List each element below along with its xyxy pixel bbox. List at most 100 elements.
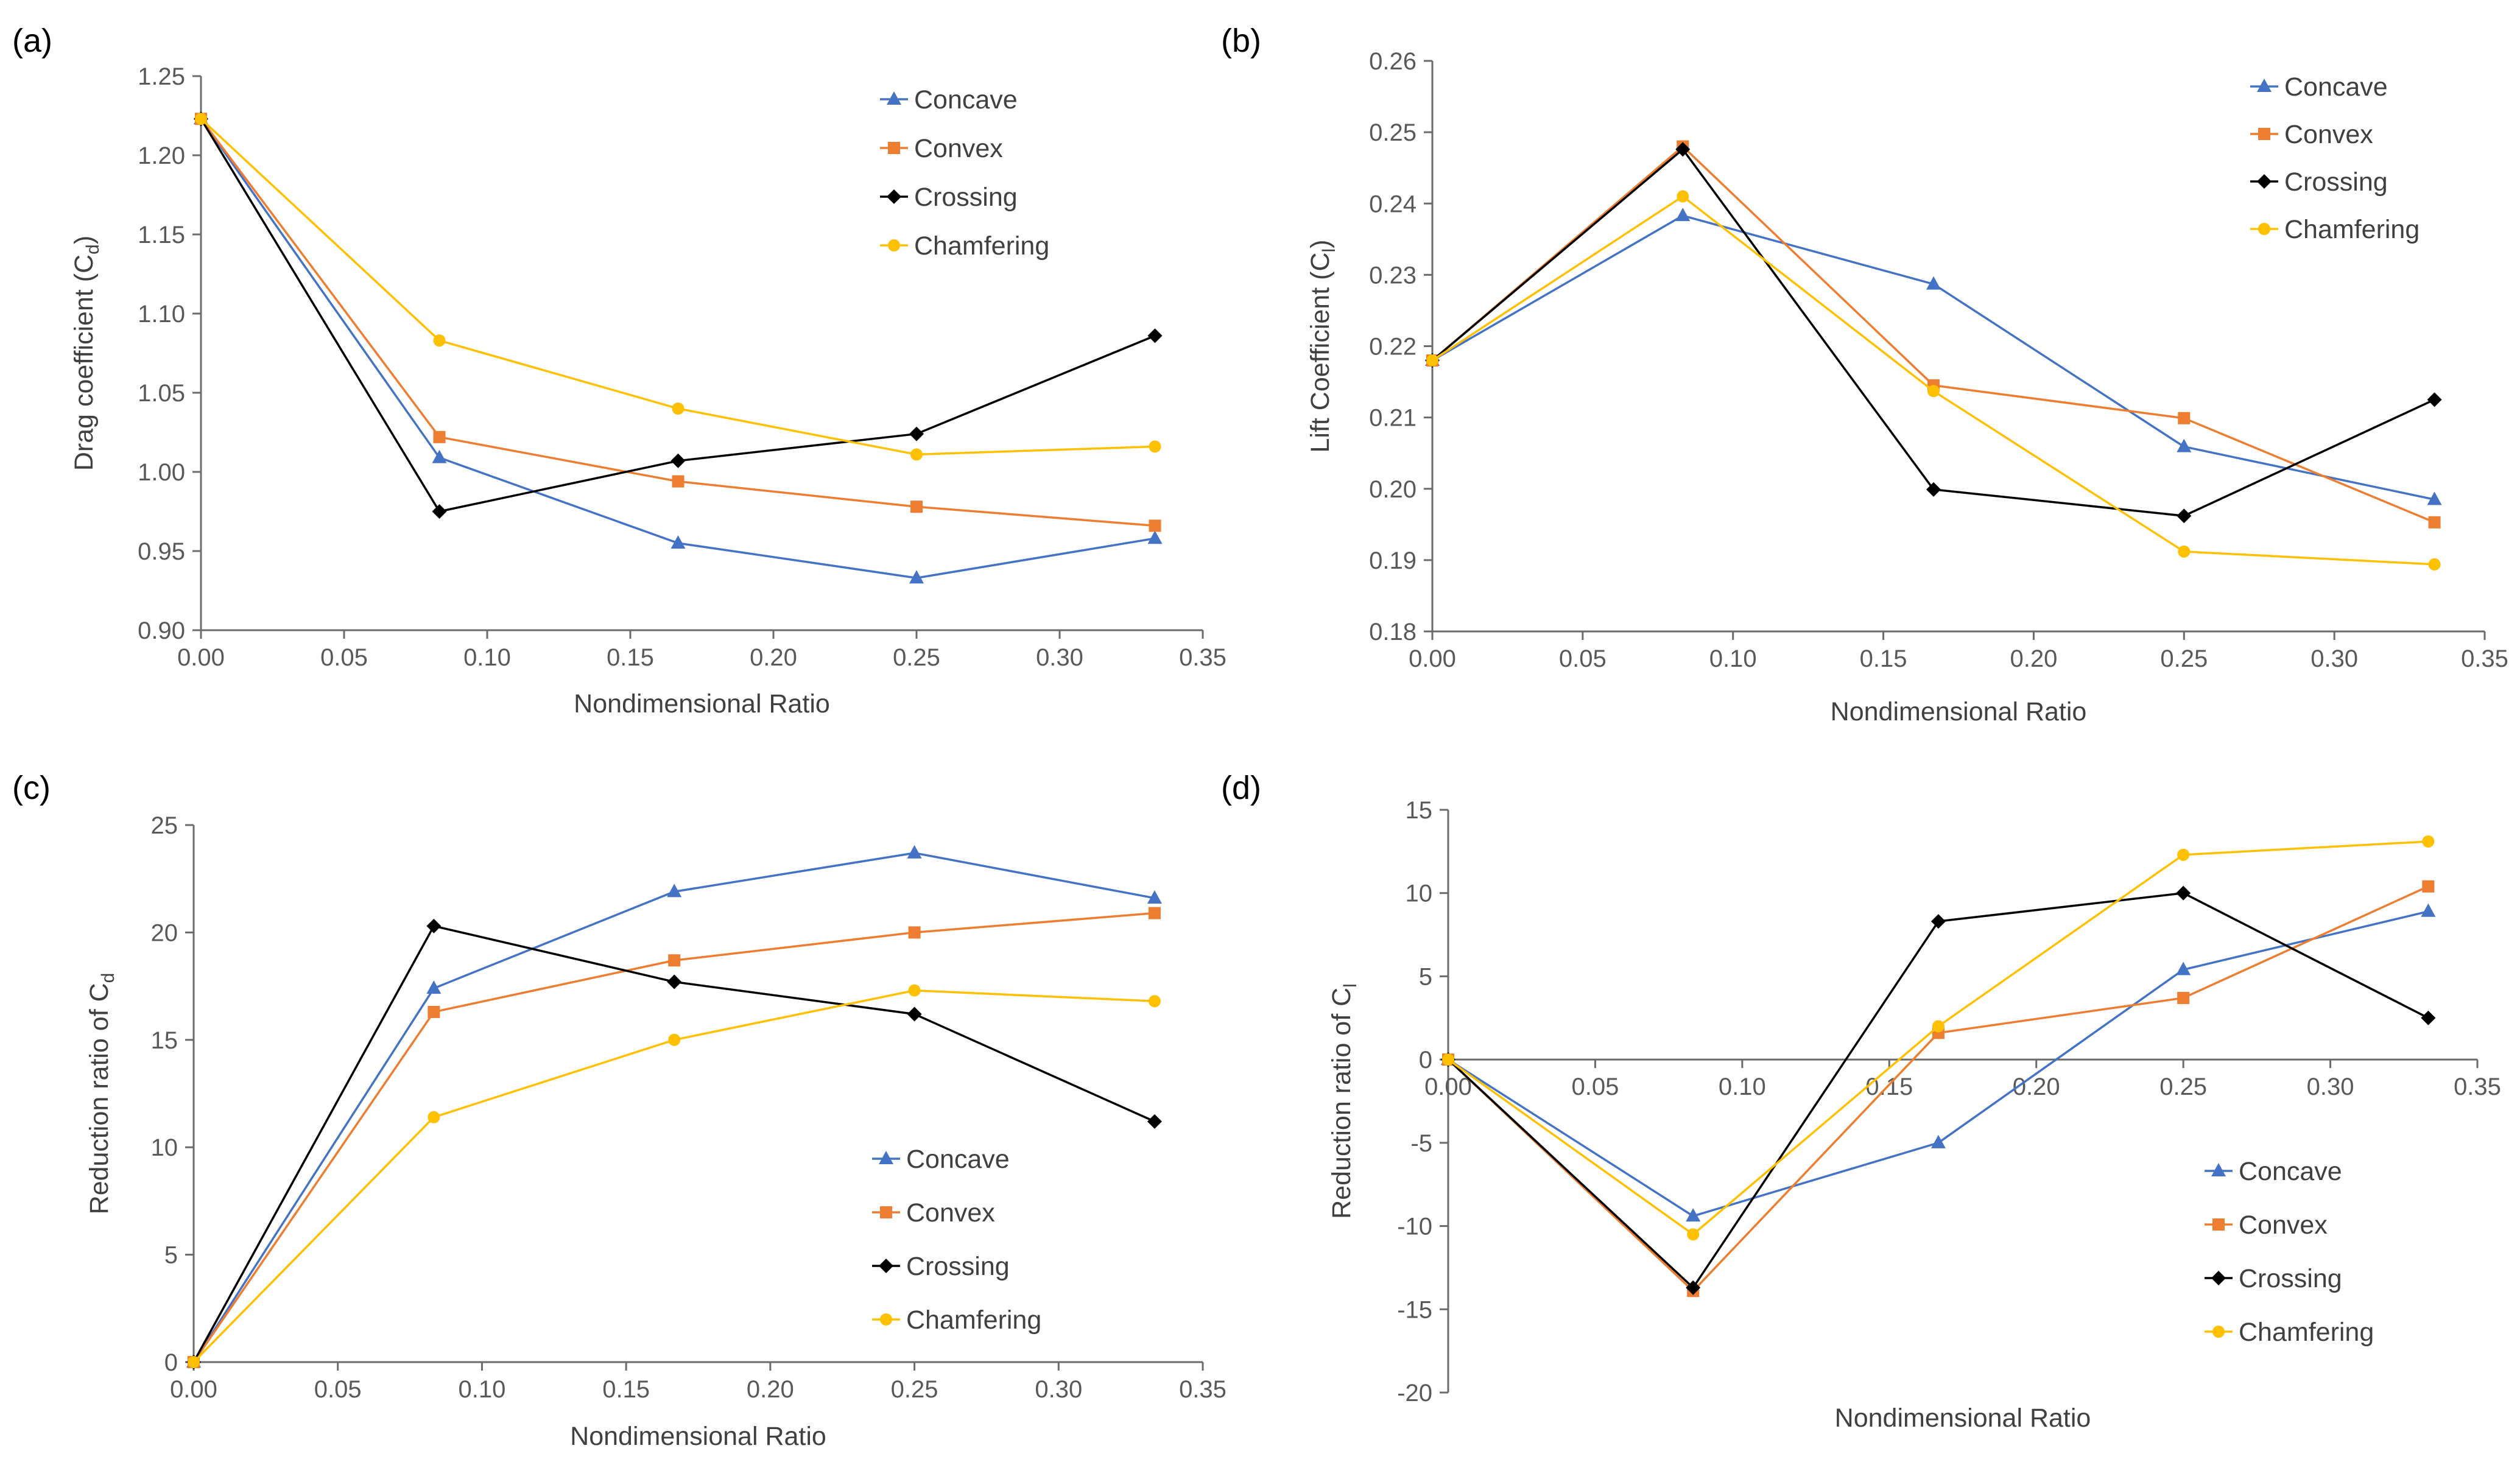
x-tick-label: 0.20 [747,1376,794,1403]
data-point-chamfering [1687,1228,1700,1241]
legend-label: Chamfering [2239,1318,2374,1347]
legend-item-concave: Concave [2205,1157,2342,1186]
data-point-convex [428,1005,440,1018]
y-tick-label: 0 [1419,1047,1432,1073]
data-point-crossing [1930,914,1946,929]
data-point-concave [909,570,924,584]
data-point-chamfering [428,1111,440,1123]
legend-marker [887,91,901,105]
data-point-convex [908,926,921,939]
x-tick-label: 0.35 [1179,1376,1227,1403]
series-convex [1426,140,2441,529]
data-point-concave [907,845,922,859]
data-point-convex [2422,880,2435,893]
legend-marker [888,239,900,251]
x-tick-label: 0.15 [607,644,654,671]
chart-panel-b: (b) 0.18 0.19 0.20 0.21 0.22 0.23 0.24 0.25 0.26 0… [1221,23,2508,726]
legend-item-crossing: Crossing [880,183,1018,212]
x-tick-label: 0.30 [1036,644,1083,671]
x-tick-label: 0.30 [2307,1073,2354,1100]
data-point-crossing [907,1007,922,1022]
legend: Concave Convex Crossing Chamfering [872,1145,1041,1335]
data-point-concave [2427,491,2442,505]
series-line-concave [1432,214,2435,501]
legend-item-convex: Convex [872,1198,995,1228]
data-point-crossing [1686,1280,1701,1295]
y-tick-label: 5 [164,1242,178,1269]
data-point-chamfering [1927,385,1940,398]
data-point-convex [1149,519,1161,532]
x-tick-label: 0.20 [2010,645,2057,672]
series-chamfering [195,113,1161,461]
y-tick-label: -10 [1397,1214,1432,1240]
legend-label: Convex [2239,1210,2328,1240]
legend-label: Concave [906,1145,1010,1174]
legend-marker [2211,1271,2226,1285]
chart-panel-a: (a) 0.90 0.95 1.00 1.05 1.10 1.15 1.20 1.25 0.00 0… [12,23,1227,718]
x-tick-label: 0.30 [2311,645,2358,672]
y-tick-label: 0.20 [1369,476,1417,503]
data-point-crossing [1147,328,1163,343]
legend-item-chamfering: Chamfering [2205,1318,2374,1347]
legend-item-concave: Concave [872,1145,1010,1174]
data-point-concave [2421,903,2436,917]
x-tick-label: 0.35 [1179,644,1227,671]
y-tick-label: 25 [151,812,178,839]
data-point-convex [2178,412,2191,424]
panel-label: (a) [12,23,52,59]
legend-item-convex: Convex [880,134,1003,163]
series-line-crossing [200,118,1156,513]
data-point-concave [1675,208,1691,222]
series-crossing [1425,142,2442,524]
y-tick-label: 0.18 [1369,619,1417,645]
data-point-concave [2177,438,2192,452]
data-point-crossing [1147,1114,1162,1129]
data-point-crossing [909,426,924,441]
data-point-convex [2177,991,2190,1004]
data-point-concave [667,884,682,898]
y-tick-label: -5 [1410,1130,1432,1157]
series-line-concave [192,852,1155,1363]
data-point-convex [433,430,446,443]
legend-label: Convex [906,1198,995,1228]
data-point-concave [1926,276,1941,290]
series-chamfering [188,984,1161,1368]
data-point-chamfering [1148,995,1161,1008]
legend-item-crossing: Crossing [2205,1264,2342,1293]
legend-label: Crossing [2284,167,2388,197]
x-tick-label: 0.05 [1571,1073,1619,1100]
legend-marker [2212,1326,2225,1338]
legend-marker [887,189,901,204]
data-point-convex [910,501,923,513]
y-tick-label: 0.26 [1369,48,1417,75]
legend-item-concave: Concave [2250,72,2388,102]
y-tick-label: 1.25 [138,63,185,90]
legend-marker [2257,174,2272,189]
x-tick-label: 0.25 [891,1376,938,1403]
legend: Concave Convex Crossing Chamfering [2250,72,2420,244]
data-point-chamfering [2422,835,2435,848]
legend-marker [2258,223,2270,235]
data-point-crossing [670,453,686,468]
x-tick-label: 0.00 [1409,645,1456,672]
data-point-chamfering [188,1356,200,1368]
legend-marker [2257,79,2272,92]
series-convex [195,113,1161,532]
panel-label: (b) [1221,23,1261,59]
x-tick-label: 0.00 [170,1376,217,1403]
x-tick-label: 0.30 [1035,1376,1082,1403]
chart-panel-c: (c) 0 5 10 15 20 25 0.00 0.05 0.10 0.15 0.20 0.25 0.3… [12,770,1227,1451]
y-tick-label: 0.21 [1369,405,1417,432]
y-tick-label: 15 [1406,797,1433,824]
x-tick-label: 0.05 [1559,645,1607,672]
data-point-crossing [2177,508,2192,524]
series-chamfering [1426,190,2441,571]
y-tick-label: 0.23 [1369,262,1417,289]
legend-label: Concave [2239,1157,2342,1186]
x-tick-label: 0.10 [463,644,511,671]
x-tick-label: 0.20 [750,644,797,671]
legend-marker [880,1313,892,1326]
legend-item-crossing: Crossing [2250,167,2388,197]
legend-marker [880,1206,892,1218]
